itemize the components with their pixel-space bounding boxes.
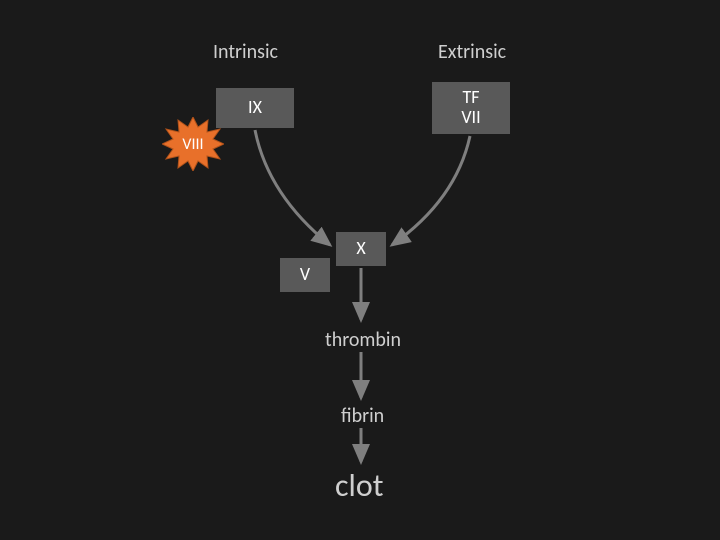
heading-intrinsic: Intrinsic (213, 40, 278, 64)
box-tf-vii: TF VII (432, 82, 510, 134)
label-thrombin: thrombin (325, 328, 401, 352)
arrows-layer (0, 0, 720, 540)
label-fibrin: fibrin (341, 404, 384, 428)
starburst-label: VIII (182, 135, 203, 154)
box-v: V (280, 258, 330, 292)
heading-extrinsic: Extrinsic (438, 40, 506, 64)
box-x: X (336, 232, 386, 266)
starburst-viii: VIII (162, 117, 224, 171)
label-clot: clot (335, 466, 383, 505)
box-ix: IX (216, 88, 294, 128)
